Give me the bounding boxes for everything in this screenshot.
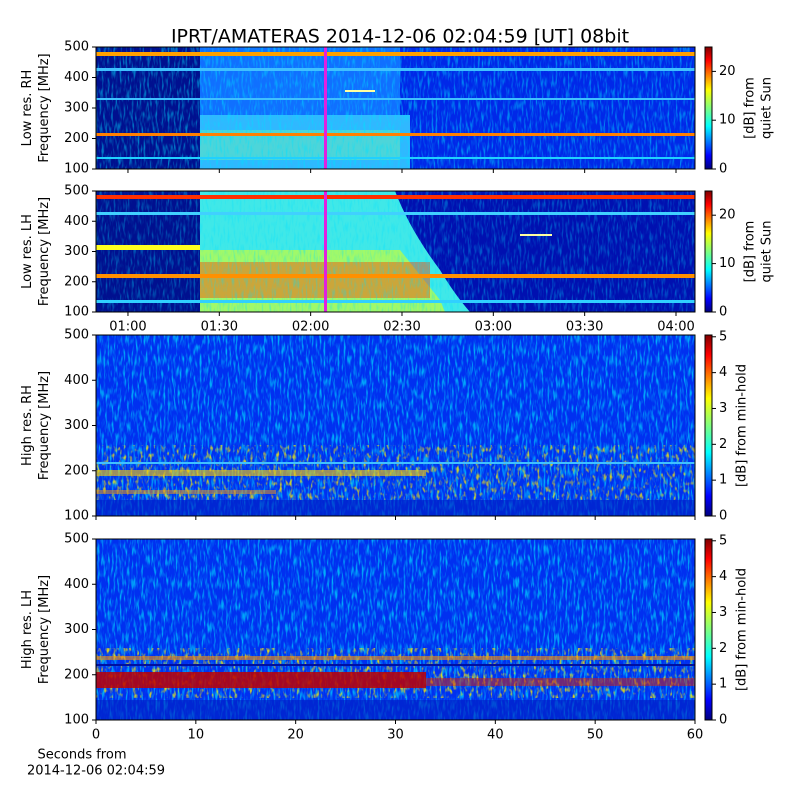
y-axis-label: Low res. LH	[20, 214, 35, 289]
y-axis-label: Frequency [MHz]	[37, 371, 52, 480]
y-tick-label: 200	[64, 667, 89, 682]
y-tick-label: 400	[64, 373, 89, 388]
colorbar-tick-label: 0	[719, 713, 727, 728]
colorbar	[704, 334, 713, 517]
colorbar-tick-label: 1	[719, 473, 727, 488]
colorbar-tick-label: 4	[719, 569, 727, 584]
x-tick-label: 10	[188, 728, 205, 743]
y-axis-label: High res. RH	[20, 385, 35, 466]
y-tick-label: 500	[64, 328, 89, 343]
chart-title: IPRT/AMATERAS 2014-12-06 02:04:59 [UT] 0…	[171, 26, 629, 48]
x-tick-label: 04:00	[657, 320, 694, 335]
colorbar-tick-label: 2	[719, 437, 727, 452]
y-axis-label: Frequency [MHz]	[37, 197, 52, 306]
x-tick-label: 0	[92, 728, 100, 743]
spectrogram-image	[96, 47, 695, 169]
x-tick-label: 40	[487, 728, 504, 743]
colorbar-tick-label: 4	[719, 365, 727, 380]
x-tick-label: 60	[687, 728, 704, 743]
colorbar-tick-label: 10	[719, 256, 736, 271]
y-tick-label: 200	[64, 131, 89, 146]
spectrogram-image	[96, 539, 695, 720]
y-tick-label: 500	[64, 532, 89, 547]
x-tick-label: 20	[287, 728, 304, 743]
colorbar-label: [dB] from	[743, 221, 758, 283]
spectrogram-image	[96, 335, 695, 516]
colorbar-tick-label: 10	[719, 113, 736, 128]
x-tick-label: 02:30	[383, 320, 420, 335]
y-tick-label: 100	[64, 305, 89, 320]
colorbar-label: [dB] from min-hold	[735, 364, 750, 487]
colorbar-tick-label: 1	[719, 677, 727, 692]
y-tick-label: 300	[64, 101, 89, 116]
colorbar-tick-label: 20	[719, 208, 736, 223]
y-tick-label: 300	[64, 418, 89, 433]
colorbar-label: quiet Sun	[760, 77, 775, 139]
y-tick-label: 100	[64, 713, 89, 728]
colorbar-tick-label: 0	[719, 509, 727, 524]
colorbar-tick-label: 2	[719, 641, 727, 656]
y-axis-label: Frequency [MHz]	[37, 575, 52, 684]
colorbar-label: quiet Sun	[760, 220, 775, 282]
y-tick-label: 400	[64, 577, 89, 592]
colorbar-tick-label: 3	[719, 605, 727, 620]
colorbar	[704, 46, 713, 170]
colorbar-tick-label: 0	[719, 305, 727, 320]
y-tick-label: 200	[64, 463, 89, 478]
y-tick-label: 300	[64, 622, 89, 637]
colorbar-tick-label: 5	[719, 533, 727, 548]
x-tick-label: 02:00	[292, 320, 329, 335]
x-tick-label: 50	[587, 728, 604, 743]
x-tick-label: 01:00	[109, 320, 146, 335]
x-tick-label: 01:30	[201, 320, 238, 335]
y-tick-label: 500	[64, 40, 89, 55]
colorbar-label: [dB] from	[743, 77, 758, 139]
x-tick-label: 03:00	[475, 320, 512, 335]
spectrogram-image	[96, 191, 695, 312]
x-axis-label: Seconds from	[37, 748, 126, 763]
x-tick-label: 30	[387, 728, 404, 743]
y-tick-label: 100	[64, 509, 89, 524]
y-axis-label: Low res. RH	[20, 70, 35, 147]
y-tick-label: 300	[64, 244, 89, 259]
colorbar-tick-label: 20	[719, 64, 736, 79]
y-tick-label: 400	[64, 70, 89, 85]
y-tick-label: 400	[64, 214, 89, 229]
y-axis-label: High res. LH	[20, 590, 35, 669]
colorbar-tick-label: 0	[719, 162, 727, 177]
x-tick-label: 03:30	[566, 320, 603, 335]
y-tick-label: 100	[64, 162, 89, 177]
x-axis-label: 2014-12-06 02:04:59	[27, 764, 165, 779]
colorbar-tick-label: 5	[719, 329, 727, 344]
colorbar-tick-label: 3	[719, 401, 727, 416]
y-tick-label: 500	[64, 184, 89, 199]
y-tick-label: 200	[64, 274, 89, 289]
y-axis-label: Frequency [MHz]	[37, 53, 52, 162]
colorbar	[704, 190, 713, 313]
colorbar	[704, 538, 713, 721]
colorbar-label: [dB] from min-hold	[735, 568, 750, 691]
